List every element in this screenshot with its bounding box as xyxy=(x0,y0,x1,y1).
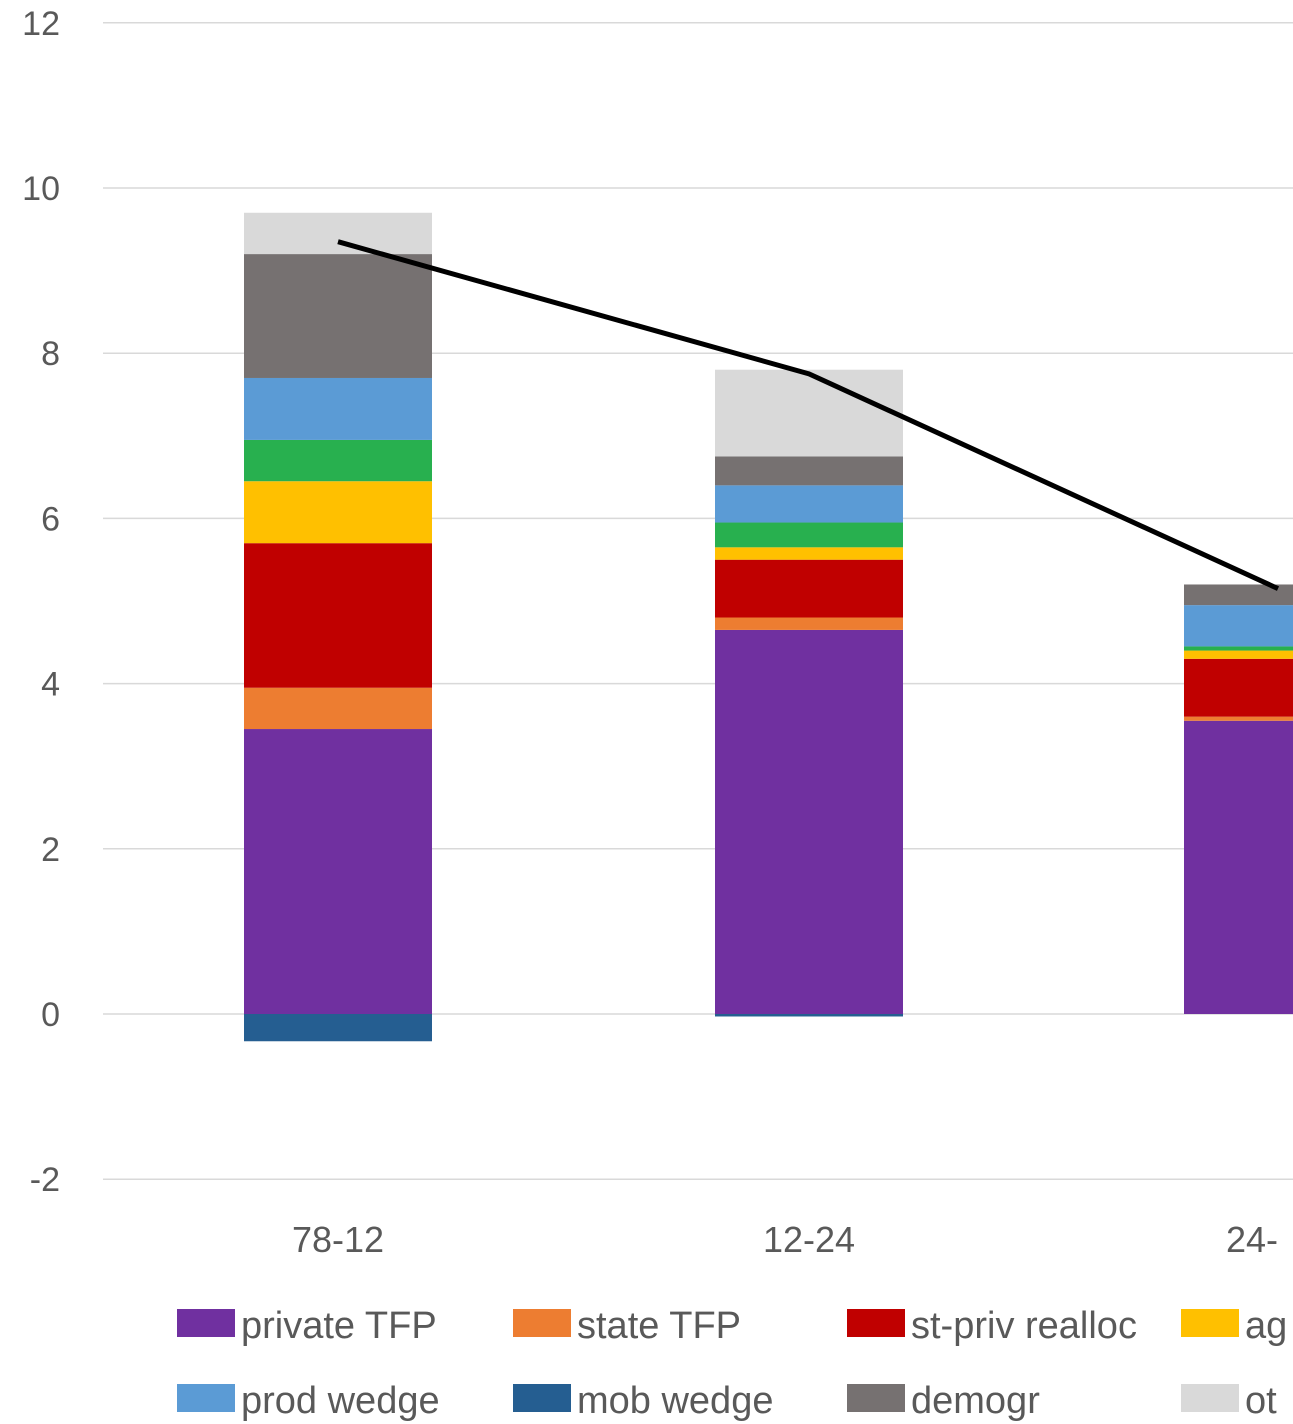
bar-segment xyxy=(715,547,903,560)
y-axis-tick-labels: -2 0 2 4 6 8 10 12 xyxy=(22,5,60,1199)
bar-segment xyxy=(715,1014,903,1017)
legend-label: ag xyxy=(1245,1305,1287,1347)
bar-segment xyxy=(715,629,903,1014)
bar-segment xyxy=(715,522,903,548)
bar-segment xyxy=(244,212,432,255)
legend-swatch xyxy=(847,1309,905,1337)
legend-label: mob wedge xyxy=(577,1380,773,1422)
legend-label: demogr xyxy=(911,1380,1040,1422)
bars xyxy=(244,212,1293,1042)
total-line-path xyxy=(337,239,1280,591)
bar-segment xyxy=(715,559,903,618)
y-tick-label: 4 xyxy=(41,666,60,704)
legend-swatch xyxy=(513,1309,571,1337)
legend-label: prod wedge xyxy=(241,1380,440,1422)
legend-label: ot xyxy=(1245,1380,1277,1422)
x-axis-category-labels: 78-12 12-24 24- xyxy=(292,1219,1278,1260)
legend: private TFP state TFP st-priv realloc ag pro… xyxy=(177,1305,1287,1422)
legend-swatch xyxy=(1181,1309,1239,1337)
legend-label: st-priv realloc xyxy=(911,1305,1137,1347)
bar-segment xyxy=(244,254,432,378)
legend-swatch xyxy=(1181,1384,1239,1412)
y-tick-label: 6 xyxy=(41,500,60,538)
bar-segment xyxy=(244,377,432,440)
bar-segment xyxy=(244,439,432,482)
legend-swatch xyxy=(177,1309,235,1337)
legend-label: state TFP xyxy=(577,1305,741,1347)
bar-segment xyxy=(244,543,432,688)
bar-segment xyxy=(244,687,432,730)
category-label: 24- xyxy=(1226,1219,1278,1260)
bar-segment xyxy=(1184,658,1293,717)
y-tick-label: 2 xyxy=(41,831,60,869)
bar-segment xyxy=(244,481,432,544)
y-tick-label: 12 xyxy=(22,5,60,43)
legend-swatch xyxy=(177,1384,235,1412)
bar-segment xyxy=(1184,720,1293,1014)
y-tick-label: -2 xyxy=(30,1161,60,1199)
bar-segment xyxy=(244,729,432,1014)
bar-segment xyxy=(1184,650,1293,659)
bar-segment xyxy=(715,456,903,486)
bar-segment xyxy=(1184,646,1293,651)
category-label: 78-12 xyxy=(292,1219,384,1260)
bar-segment xyxy=(1184,716,1293,721)
bar-segment xyxy=(1184,605,1293,647)
y-tick-label: 0 xyxy=(41,996,60,1034)
bar-segment xyxy=(244,1014,432,1042)
category-label: 12-24 xyxy=(763,1219,855,1260)
total-line xyxy=(337,239,1280,591)
y-tick-label: 10 xyxy=(22,170,60,208)
bar-segment xyxy=(715,369,903,457)
bar-segment xyxy=(715,485,903,523)
y-tick-label: 8 xyxy=(41,335,60,373)
bar-segment xyxy=(715,617,903,630)
bar-segment xyxy=(1184,584,1293,606)
legend-swatch xyxy=(513,1384,571,1412)
legend-label: private TFP xyxy=(241,1305,437,1347)
legend-swatch xyxy=(847,1384,905,1412)
